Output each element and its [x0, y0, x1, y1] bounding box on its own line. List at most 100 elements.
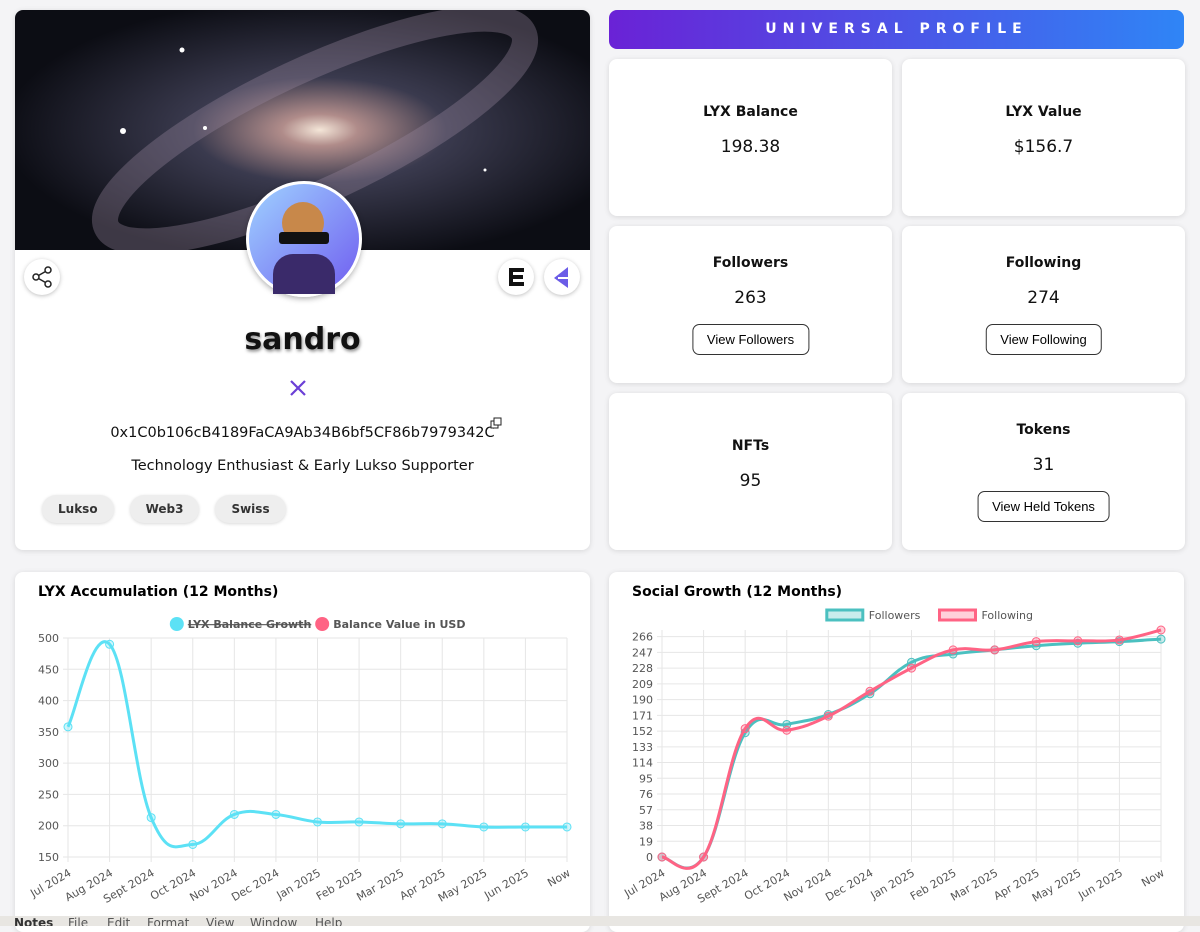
menu-item[interactable]: Edit [107, 916, 131, 926]
x-tick-label: Dec 2024 [823, 866, 875, 904]
point [1114, 635, 1124, 645]
stat-value: 274 [1027, 288, 1060, 308]
legend-label: LYX Balance Growth [188, 618, 311, 631]
stat-label: LYX Value [1005, 104, 1082, 120]
y-tick-label: 38 [639, 820, 653, 833]
point [520, 822, 530, 832]
legend-label: Followers [869, 609, 921, 622]
tag[interactable]: Swiss [215, 495, 286, 523]
tag[interactable]: Lukso [42, 495, 114, 523]
y-tick-label: 150 [38, 851, 59, 864]
chart-title: LYX Accumulation (12 Months) [38, 584, 278, 600]
chart-card: LYX Accumulation (12 Months) LYX Balance … [15, 572, 590, 932]
stat-label: Tokens [1016, 422, 1071, 438]
stat-value: 198.38 [720, 137, 781, 157]
point [354, 817, 364, 827]
point [313, 817, 322, 827]
y-tick-label: 247 [632, 646, 653, 659]
point [396, 819, 406, 829]
chart: LYX Accumulation (12 Months) LYX Balance … [27, 584, 572, 906]
menu-item[interactable]: Help [315, 916, 343, 926]
x-tick-label: Now [545, 866, 572, 889]
y-tick-label: 114 [632, 757, 653, 770]
x-tick-label: Mar 2025 [354, 866, 406, 903]
x-link[interactable] [289, 379, 307, 397]
y-tick-label: 19 [639, 835, 653, 848]
stat-label: Followers [712, 255, 789, 271]
x-tick-label: Jan 2025 [868, 866, 917, 902]
menu-item[interactable]: File [68, 916, 89, 926]
menu-bar: Notes File Edit Format View Window Help [0, 916, 1200, 926]
point [823, 711, 833, 721]
profile-name: sandro [244, 322, 361, 357]
y-tick-label: 76 [639, 788, 653, 801]
y-tick-label: 190 [632, 694, 653, 707]
point [63, 722, 73, 732]
stat-value: $156.7 [1013, 137, 1074, 157]
legend-marker [315, 617, 330, 631]
stat-value: 95 [739, 471, 762, 491]
stat-label: NFTs [731, 438, 770, 454]
point [1156, 634, 1166, 644]
point [740, 724, 750, 734]
legend-marker [825, 608, 865, 622]
y-tick-label: 209 [632, 678, 653, 691]
point [479, 822, 489, 832]
stat-card: Following 274 View Following [902, 226, 1185, 383]
stat-label: Following [1005, 255, 1082, 271]
app-icon[interactable] [498, 259, 534, 295]
avatar [246, 181, 362, 297]
menu-item[interactable]: View [206, 916, 235, 926]
line [66, 640, 567, 849]
y-tick-label: 171 [632, 709, 653, 722]
bio: Technology Enthusiast & Early Lukso Supp… [131, 458, 474, 474]
y-tick-label: 300 [38, 757, 59, 770]
menu-item[interactable]: Format [147, 916, 190, 926]
point [105, 639, 115, 649]
legend-label: Balance Value in USD [333, 618, 465, 631]
button[interactable]: View Following [985, 324, 1102, 355]
y-tick-label: 250 [38, 788, 59, 801]
y-tick-label: 95 [639, 772, 653, 785]
point [699, 852, 709, 862]
legend-marker [938, 608, 977, 622]
point [1031, 637, 1041, 647]
point [865, 686, 875, 696]
y-tick-label: 400 [38, 695, 59, 708]
point [782, 725, 792, 735]
x-tick-label: Jun 2025 [481, 866, 531, 902]
y-tick-label: 228 [632, 662, 653, 675]
point [437, 819, 447, 829]
y-tick-label: 266 [632, 631, 653, 644]
copy-icon[interactable] [490, 417, 502, 429]
point [146, 813, 156, 823]
point [990, 645, 1000, 655]
line [661, 628, 1162, 870]
legend-label: Following [982, 609, 1034, 622]
button[interactable]: View Followers [691, 324, 810, 355]
point [229, 809, 239, 819]
x-tick-label: Now [1139, 866, 1166, 889]
share-button[interactable] [24, 259, 60, 295]
tag-list: Lukso Web3 Swiss [42, 495, 302, 523]
point [1073, 636, 1083, 646]
x-tick-label: Dec 2024 [229, 866, 281, 904]
point [562, 822, 572, 832]
y-tick-label: 152 [632, 725, 653, 738]
stat-card: LYX Balance 198.38 [609, 59, 892, 216]
stat-label: LYX Balance [703, 104, 798, 120]
button[interactable]: View Held Tokens [977, 491, 1110, 522]
point [657, 852, 667, 862]
menu-item[interactable]: Window [250, 916, 298, 926]
y-tick-label: 450 [38, 663, 59, 676]
app-icon[interactable] [544, 259, 580, 295]
legend-marker [169, 617, 184, 631]
x-tick-label: Jun 2025 [1075, 866, 1125, 902]
stat-card: Tokens 31 View Held Tokens [902, 393, 1185, 550]
tag[interactable]: Web3 [129, 495, 200, 523]
point [948, 645, 958, 655]
menu-item[interactable]: Notes [14, 916, 54, 926]
chart-card: Social Growth (12 Months) Followers Follow… [609, 572, 1184, 932]
